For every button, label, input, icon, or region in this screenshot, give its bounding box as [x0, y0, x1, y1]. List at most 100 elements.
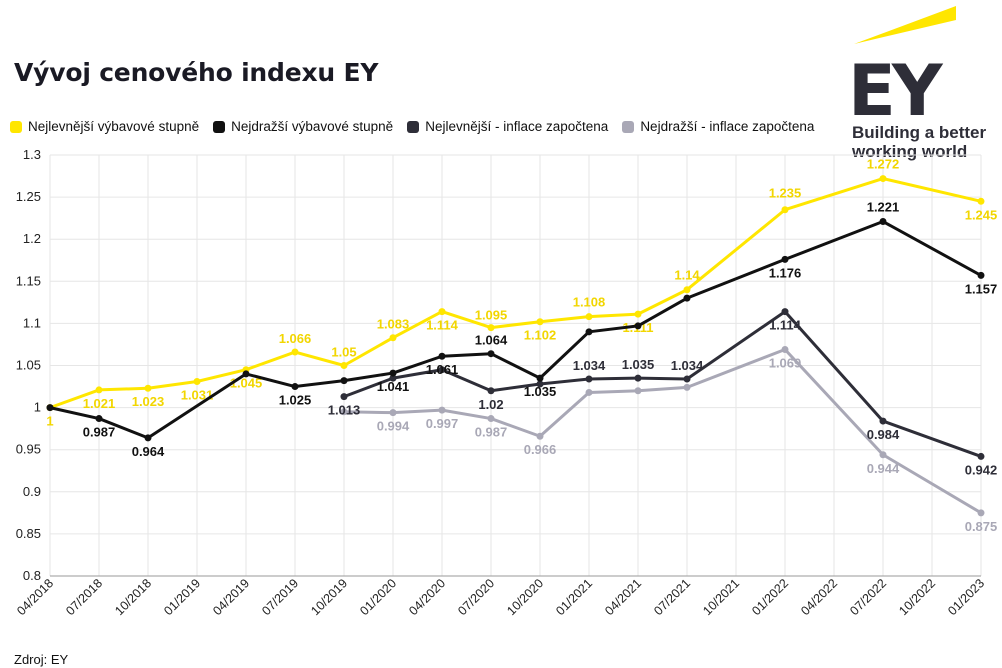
data-label: 0.997 — [426, 416, 459, 431]
data-point — [781, 206, 789, 214]
x-tick-label: 04/2021 — [602, 576, 644, 618]
data-label: 1.235 — [769, 186, 802, 201]
data-point — [683, 375, 691, 383]
data-point — [340, 377, 348, 385]
legend-item-light[interactable]: Nejdražší - inflace započtena — [622, 119, 814, 134]
data-point — [389, 334, 397, 342]
data-point — [487, 387, 495, 395]
x-tick-label: 01/2022 — [749, 576, 791, 618]
legend-item-dark[interactable]: Nejlevnější - inflace započtena — [407, 119, 608, 134]
data-point — [977, 197, 985, 205]
data-label: 0.984 — [867, 427, 900, 442]
x-tick-label: 10/2018 — [112, 576, 154, 618]
y-tick-label: 1.3 — [23, 147, 41, 162]
y-tick-label: 0.8 — [23, 568, 41, 583]
x-tick-label: 10/2019 — [308, 576, 350, 618]
data-point — [340, 408, 348, 416]
y-tick-label: 0.9 — [23, 484, 41, 499]
data-label: 1.272 — [867, 157, 900, 172]
y-tick-label: 1.1 — [23, 315, 41, 330]
data-point — [487, 350, 495, 358]
y-tick-label: 0.95 — [16, 442, 41, 457]
data-point — [95, 386, 103, 394]
data-label: 1.025 — [279, 393, 312, 408]
data-label: 1.14 — [674, 268, 700, 283]
data-point — [977, 509, 985, 517]
data-label: 1.102 — [524, 328, 557, 343]
data-point — [634, 374, 642, 382]
data-point — [781, 255, 789, 263]
data-label: 1.064 — [475, 333, 508, 348]
data-point — [340, 362, 348, 369]
y-tick-label: 1.2 — [23, 231, 41, 246]
legend-label: Nejdražší - inflace započtena — [640, 119, 815, 134]
data-point — [683, 286, 691, 294]
data-point — [977, 452, 985, 460]
x-tick-label: 01/2019 — [161, 576, 203, 618]
x-tick-label: 07/2019 — [259, 576, 301, 618]
source-note: Zdroj: EY — [14, 652, 69, 667]
data-point — [536, 432, 544, 440]
data-point — [438, 366, 446, 374]
data-point — [438, 308, 446, 316]
legend-swatch — [10, 120, 22, 133]
legend-swatch — [622, 120, 635, 133]
data-point — [487, 415, 495, 423]
legend-swatch — [213, 120, 226, 133]
x-tick-label: 04/2019 — [210, 576, 252, 618]
x-tick-label: 07/2018 — [63, 576, 105, 618]
ey-tagline-line2: working world — [852, 142, 968, 161]
x-tick-label: 07/2021 — [651, 576, 693, 618]
data-point — [46, 404, 54, 412]
x-tick-label: 10/2022 — [896, 576, 938, 618]
data-point — [634, 322, 642, 330]
data-label: 0.994 — [377, 419, 410, 434]
data-label: 0.964 — [132, 444, 165, 459]
data-point — [585, 388, 593, 396]
legend-item-yellow[interactable]: Nejlevnější výbavové stupně — [10, 119, 199, 134]
data-label: 1.05 — [331, 345, 356, 360]
data-label: 0.987 — [475, 425, 508, 440]
data-label: 1.013 — [328, 403, 361, 418]
data-point — [389, 374, 397, 382]
data-point — [585, 375, 593, 383]
data-point — [879, 175, 887, 183]
chart-legend: Nejlevnější výbavové stupně Nejdražší vý… — [10, 119, 814, 134]
data-point — [634, 387, 642, 395]
ey-logo-beam-icon — [854, 6, 956, 44]
data-label: 1.061 — [426, 362, 459, 377]
data-label: 1.031 — [181, 387, 214, 402]
data-point — [95, 415, 103, 423]
ey-logo-text: EY — [850, 50, 944, 132]
x-tick-label: 01/2020 — [357, 576, 399, 618]
data-label: 0.966 — [524, 442, 557, 457]
data-point — [585, 313, 593, 321]
data-point — [340, 393, 348, 401]
data-point — [781, 346, 789, 354]
data-point — [389, 369, 397, 377]
data-label: 1.114 — [426, 318, 459, 333]
data-label: 1.034 — [573, 358, 606, 373]
data-point — [487, 324, 495, 332]
data-label: 1.157 — [965, 281, 998, 296]
y-tick-label: 1.25 — [16, 189, 41, 204]
data-point — [291, 348, 299, 356]
x-tick-label: 07/2022 — [847, 576, 889, 618]
data-label: 0.987 — [83, 425, 116, 440]
data-point — [879, 218, 887, 226]
data-point — [634, 310, 642, 318]
legend-label: Nejdražší výbavové stupně — [231, 119, 394, 134]
data-label: 1.023 — [132, 394, 165, 409]
y-tick-label: 1 — [34, 400, 41, 415]
data-point — [879, 451, 887, 459]
x-tick-label: 01/2023 — [945, 576, 987, 618]
x-tick-label: 01/2021 — [553, 576, 595, 618]
legend-item-black[interactable]: Nejdražší výbavové stupně — [213, 119, 393, 134]
series-line — [49, 220, 982, 440]
data-label: 0.944 — [867, 461, 900, 476]
data-label: 1.245 — [965, 207, 998, 222]
data-label: 1.035 — [524, 384, 557, 399]
data-point — [389, 409, 397, 417]
y-tick-label: 1.15 — [16, 273, 41, 288]
